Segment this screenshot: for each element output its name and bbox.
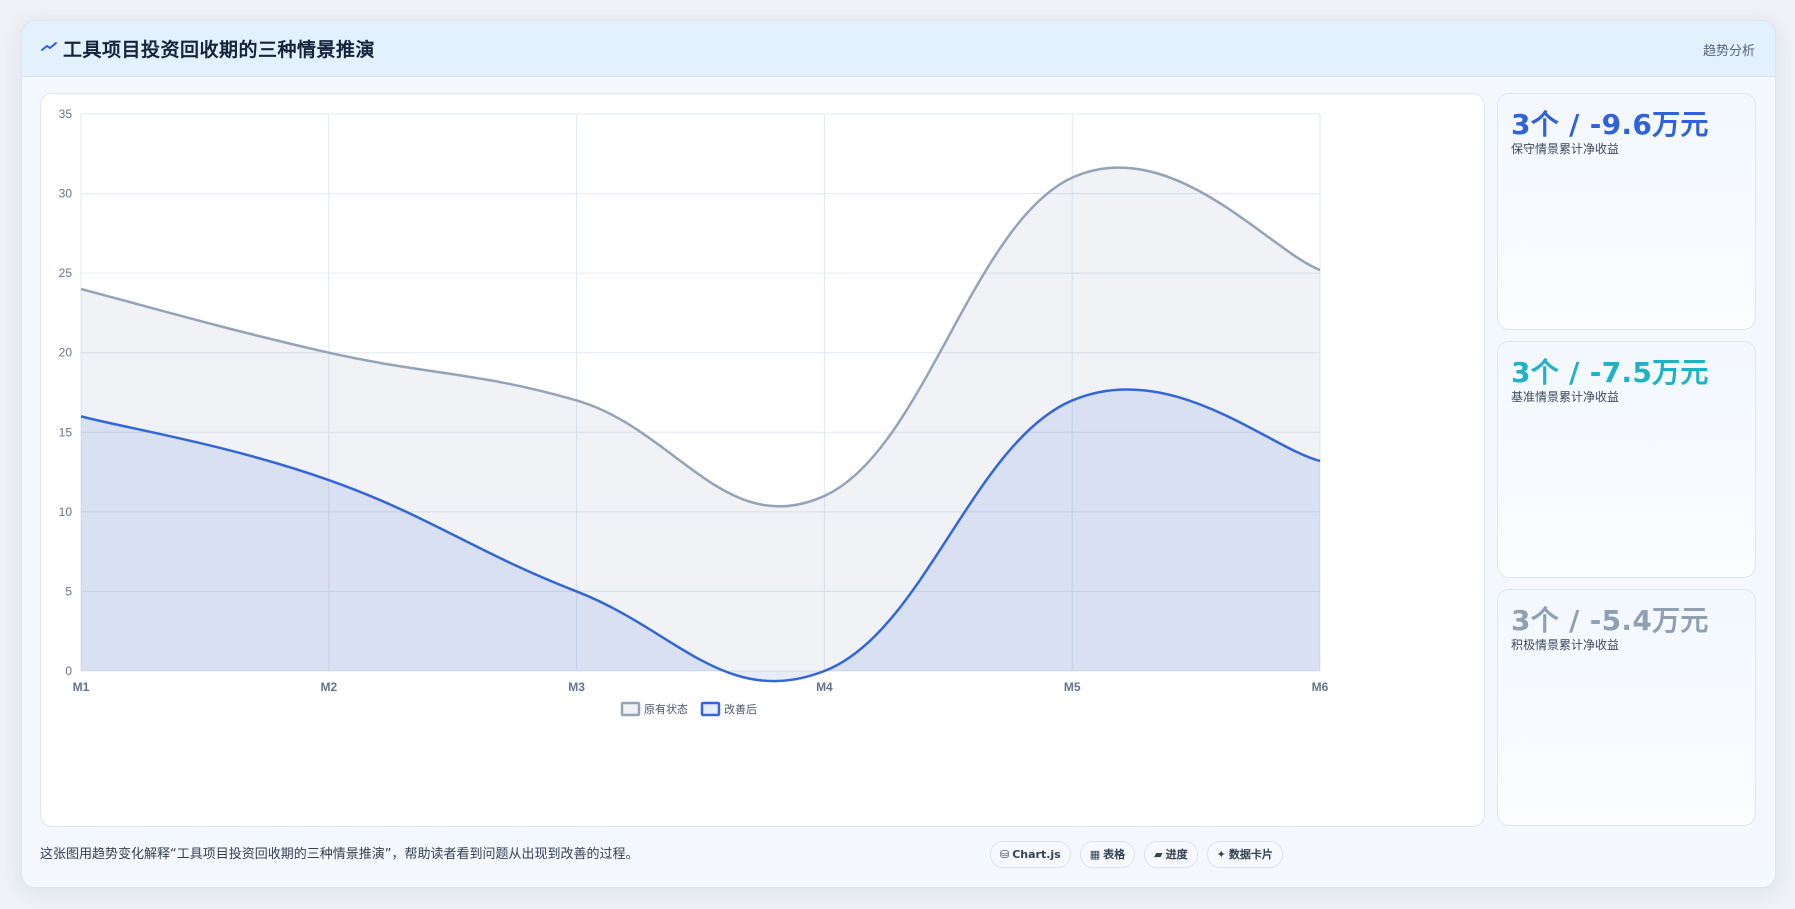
stat-card-optimistic: 3个 / -5.4万元 积极情景累计净收益 bbox=[1497, 589, 1756, 826]
trend-line-icon bbox=[41, 42, 57, 51]
series-line-0 bbox=[80, 166, 1321, 508]
chip-label: 表格 bbox=[1103, 848, 1126, 861]
sparkle-icon: ✦ bbox=[1216, 848, 1226, 861]
chart-caption: 这张图用趋势变化解释“工具项目投资回收期的三种情景推演”，帮助读者看到问题从出现… bbox=[40, 847, 639, 862]
chip-label: 数据卡片 bbox=[1228, 848, 1273, 861]
chip-progress[interactable]: ▰ 进度 bbox=[1144, 841, 1198, 868]
x-tick-label: M2 bbox=[320, 680, 337, 694]
stat-value: 3个 / -5.4万元 bbox=[1511, 604, 1709, 637]
feature-chips: ⛁ Chart.js ▦ 表格 ▰ 进度 ✦ 数据卡片 bbox=[990, 841, 1283, 868]
y-tick-label: 10 bbox=[59, 505, 73, 519]
stat-label: 基准情景累计净收益 bbox=[1511, 390, 1620, 404]
stat-label: 积极情景累计净收益 bbox=[1511, 638, 1620, 652]
y-tick-label: 20 bbox=[59, 346, 73, 360]
y-tick-label: 0 bbox=[65, 664, 72, 678]
chart-panel: 0 5 10 15 20 25 30 35 M1 M2 M3 M4 M5 M6 原有状态 改善后 bbox=[40, 93, 1485, 827]
series-line-1 bbox=[80, 388, 1321, 683]
series-area-0 bbox=[81, 167, 1320, 671]
legend-label: 改善后 bbox=[724, 702, 757, 716]
chip-label: Chart.js bbox=[1012, 848, 1061, 861]
stat-value: 3个 / -7.5万元 bbox=[1511, 356, 1709, 389]
x-tick-label: M4 bbox=[816, 680, 833, 694]
card-header: 工具项目投资回收期的三种情景推演 趋势分析 bbox=[22, 21, 1775, 77]
legend-label: 原有状态 bbox=[644, 702, 688, 716]
dashboard-card: 工具项目投资回收期的三种情景推演 趋势分析 0 5 10 15 20 25 30 35 M1 M2… bbox=[21, 20, 1776, 888]
y-tick-label: 30 bbox=[59, 187, 73, 201]
stat-value: 3个 / -9.6万元 bbox=[1511, 108, 1709, 141]
series-area-1 bbox=[81, 389, 1320, 682]
x-tick-label: M3 bbox=[568, 680, 585, 694]
database-icon: ⛁ bbox=[1000, 848, 1010, 861]
legend-swatch bbox=[700, 701, 721, 717]
table-icon: ▦ bbox=[1089, 848, 1101, 861]
y-tick-label: 35 bbox=[59, 107, 73, 121]
chip-chartjs[interactable]: ⛁ Chart.js bbox=[990, 841, 1071, 868]
x-tick-label: M1 bbox=[73, 680, 90, 694]
page-title: 工具项目投资回收期的三种情景推演 bbox=[63, 39, 376, 61]
y-tick-label: 5 bbox=[65, 584, 72, 598]
chip-label: 进度 bbox=[1165, 848, 1188, 861]
area-chart: 0 5 10 15 20 25 30 35 M1 M2 M3 M4 M5 M6 原有状态 改善后 bbox=[59, 107, 1329, 717]
stat-card-conservative: 3个 / -9.6万元 保守情景累计净收益 bbox=[1497, 93, 1756, 330]
stat-label: 保守情景累计净收益 bbox=[1511, 142, 1620, 156]
trend-analysis-badge: 趋势分析 bbox=[1702, 44, 1755, 59]
progress-icon: ▰ bbox=[1154, 848, 1163, 861]
x-tick-label: M5 bbox=[1064, 680, 1081, 694]
legend-swatch bbox=[620, 701, 641, 717]
x-tick-label: M6 bbox=[1312, 680, 1329, 694]
y-tick-label: 25 bbox=[59, 266, 73, 280]
stat-card-baseline: 3个 / -7.5万元 基准情景累计净收益 bbox=[1497, 341, 1756, 578]
chip-table[interactable]: ▦ 表格 bbox=[1079, 841, 1136, 868]
chip-data-cards[interactable]: ✦ 数据卡片 bbox=[1206, 841, 1283, 868]
y-tick-label: 15 bbox=[59, 425, 73, 439]
